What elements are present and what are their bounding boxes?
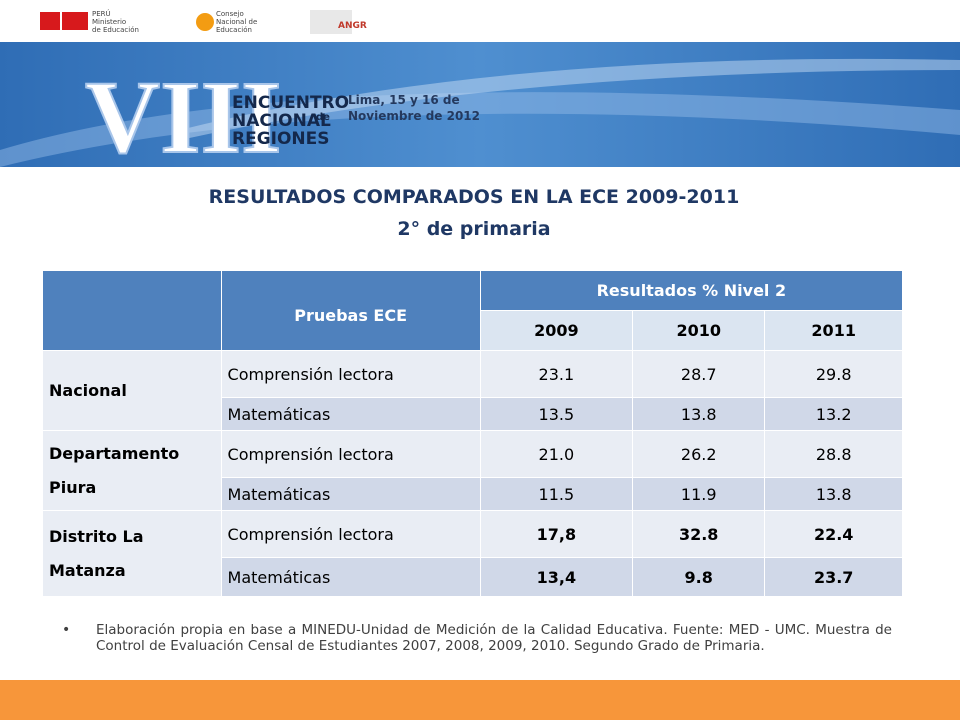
event-line: REGIONES [232, 129, 330, 149]
logo-text: Ministerio [92, 18, 126, 26]
event-numeral: VIII [85, 60, 282, 175]
logo-text: Consejo [216, 10, 244, 18]
value-cell: 32.8 [632, 510, 766, 558]
year-header: 2010 [632, 310, 766, 351]
slide-subtitle: 2° de primaria [397, 218, 551, 240]
logo-text: PERÚ [92, 9, 111, 18]
event-place: Noviembre de 2012 [348, 109, 480, 123]
value-cell: 11.9 [632, 477, 766, 511]
value-cell: 13.2 [764, 397, 903, 431]
header-cell: Resultados % Nivel 2 [479, 270, 904, 311]
footer-bar [0, 680, 960, 720]
logo-text: de Educación [92, 26, 139, 34]
year-header: 2011 [764, 310, 903, 351]
value-cell: 28.8 [764, 430, 903, 478]
value-cell: 22.4 [764, 510, 903, 558]
footnote: Elaboración propia en base a MINEDU-Unid… [96, 622, 892, 654]
region-cell: Distrito La Matanza [42, 510, 222, 597]
value-cell: 13.8 [764, 477, 903, 511]
test-cell: Matemáticas [220, 477, 481, 511]
logo-mark [310, 10, 352, 34]
value-cell: 17,8 [479, 510, 634, 558]
year-header: 2009 [479, 310, 634, 351]
value-cell: 21.0 [479, 430, 634, 478]
value-cell: 13,4 [479, 557, 634, 597]
swoosh [180, 58, 960, 140]
test-cell: Matemáticas [220, 397, 481, 431]
value-cell: 9.8 [632, 557, 766, 597]
header-blank [42, 270, 222, 351]
test-cell: Comprensión lectora [220, 430, 481, 478]
region-cell: Nacional [42, 350, 222, 431]
value-cell: 23.7 [764, 557, 903, 597]
swoosh [0, 92, 960, 167]
logo-text: Nacional de [216, 18, 257, 26]
event-line: NACIONAL [232, 111, 331, 131]
logo-mark [196, 13, 214, 31]
slide-title: RESULTADOS COMPARADOS EN LA ECE 2009-201… [208, 186, 740, 208]
test-cell: Matemáticas [220, 557, 481, 597]
logo-mark [40, 12, 60, 30]
value-cell: 13.5 [479, 397, 634, 431]
header-cell: Pruebas ECE [220, 270, 481, 351]
value-cell: 13.8 [632, 397, 766, 431]
value-cell: 28.7 [632, 350, 766, 398]
bullet: • [62, 622, 71, 638]
logo-text: Educación [216, 26, 252, 34]
event-line: de [316, 112, 330, 123]
value-cell: 23.1 [479, 350, 634, 398]
value-cell: 26.2 [632, 430, 766, 478]
region-cell: Departamento Piura [42, 430, 222, 511]
test-cell: Comprensión lectora [220, 350, 481, 398]
event-place: Lima, 15 y 16 de [348, 93, 460, 107]
event-line: ENCUENTRO [232, 93, 349, 113]
logo-text: ANGR [338, 21, 367, 31]
test-cell: Comprensión lectora [220, 510, 481, 558]
value-cell: 11.5 [479, 477, 634, 511]
logo-mark [62, 12, 88, 30]
results-table: Pruebas ECE Resultados % Nivel 2 2009 2010 2… [42, 270, 904, 597]
value-cell: 29.8 [764, 350, 903, 398]
